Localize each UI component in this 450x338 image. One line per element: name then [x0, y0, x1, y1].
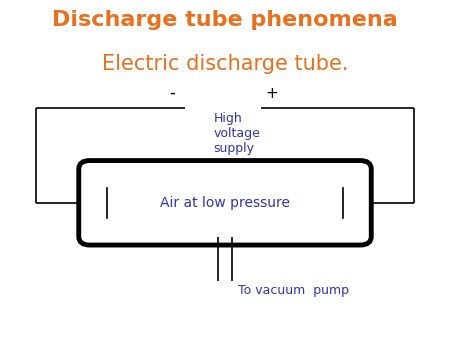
Text: +: + — [266, 87, 278, 101]
Text: -: - — [170, 83, 176, 101]
Text: Discharge tube phenomena: Discharge tube phenomena — [52, 10, 398, 30]
Text: To vacuum  pump: To vacuum pump — [238, 284, 350, 297]
Text: Electric discharge tube.: Electric discharge tube. — [102, 54, 348, 74]
Text: High
voltage
supply: High voltage supply — [214, 112, 261, 154]
FancyBboxPatch shape — [79, 161, 371, 245]
Text: Air at low pressure: Air at low pressure — [160, 196, 290, 210]
